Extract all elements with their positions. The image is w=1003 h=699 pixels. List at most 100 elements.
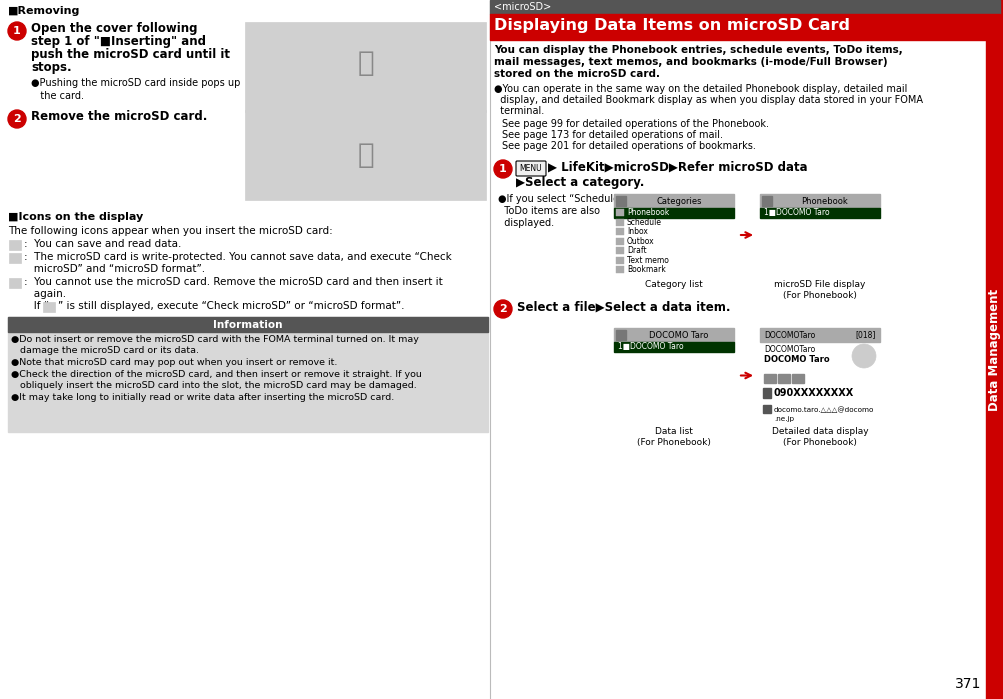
FancyBboxPatch shape	[516, 161, 546, 176]
Bar	[763, 374, 775, 383]
Text: microSD File display
(For Phonebook): microSD File display (For Phonebook)	[773, 280, 865, 300]
Text: Bookmark: Bookmark	[627, 265, 665, 274]
Text: [018]: [018]	[855, 331, 876, 340]
Text: Displaying Data Items on microSD Card: Displaying Data Items on microSD Card	[493, 18, 850, 33]
Text: ●Check the direction of the microSD card, and then insert or remove it straight.: ●Check the direction of the microSD card…	[11, 370, 421, 379]
Text: ●You can operate in the same way on the detailed Phonebook display, detailed mai: ●You can operate in the same way on the …	[493, 84, 907, 94]
Bar	[762, 388, 770, 398]
Bar	[616, 247, 624, 254]
Bar	[614, 208, 733, 217]
Circle shape	[8, 110, 26, 128]
Bar	[762, 405, 770, 413]
Text: DOCOMOTaro: DOCOMOTaro	[763, 345, 814, 354]
Bar	[614, 194, 733, 276]
Text: Phonebook: Phonebook	[800, 196, 848, 206]
Bar	[616, 257, 624, 264]
Text: ToDo items are also: ToDo items are also	[497, 206, 600, 216]
Text: microSD” and “microSD format”.: microSD” and “microSD format”.	[24, 264, 205, 274]
Text: See page 173 for detailed operations of mail.: See page 173 for detailed operations of …	[502, 130, 722, 140]
Text: 1■DOCOMO Taro: 1■DOCOMO Taro	[763, 208, 828, 217]
Bar	[985, 0, 1003, 699]
Text: Phonebook: Phonebook	[627, 208, 669, 217]
Text: Open the cover following: Open the cover following	[31, 22, 198, 35]
Circle shape	[8, 22, 26, 40]
Bar	[759, 328, 879, 342]
Bar	[489, 0, 999, 14]
Text: step 1 of "■Inserting" and: step 1 of "■Inserting" and	[31, 35, 206, 48]
Text: DOCOMO Taro: DOCOMO Taro	[763, 355, 828, 364]
Text: 2: 2	[498, 304, 507, 314]
Bar	[616, 238, 624, 245]
Text: :  You can save and read data.: : You can save and read data.	[24, 239, 182, 249]
Bar	[761, 386, 878, 400]
Text: ▶ LifeKit▶microSD▶Refer microSD data: ▶ LifeKit▶microSD▶Refer microSD data	[548, 161, 806, 174]
Text: ●If you select “Schedule”,: ●If you select “Schedule”,	[497, 194, 627, 204]
Text: docomo.taro.△△△@docomo: docomo.taro.△△△@docomo	[773, 406, 874, 412]
Bar	[616, 228, 624, 235]
Text: again.: again.	[24, 289, 66, 299]
Circle shape	[493, 160, 512, 178]
Text: See page 201 for detailed operations of bookmarks.: See page 201 for detailed operations of …	[502, 141, 755, 151]
Text: ■Removing: ■Removing	[8, 6, 80, 16]
Bar	[759, 194, 879, 276]
Text: Category list: Category list	[645, 280, 702, 289]
Text: 1: 1	[498, 164, 507, 174]
Text: 371: 371	[954, 677, 980, 691]
Text: Data Management: Data Management	[988, 289, 1001, 410]
Bar	[777, 374, 789, 383]
Bar	[8, 317, 487, 432]
Text: DOCOMOTaro: DOCOMOTaro	[763, 331, 814, 340]
Text: You can display the Phonebook entries, schedule events, ToDo items,: You can display the Phonebook entries, s…	[493, 45, 902, 55]
Bar	[791, 374, 803, 383]
Text: stops.: stops.	[31, 61, 71, 74]
Bar	[761, 196, 771, 206]
Text: 📱: 📱	[357, 141, 373, 169]
Bar	[614, 328, 733, 423]
Bar	[245, 22, 485, 112]
Text: 2: 2	[13, 114, 21, 124]
Bar	[759, 208, 879, 217]
Text: MENU: MENU	[520, 164, 542, 173]
Text: See page 99 for detailed operations of the Phonebook.: See page 99 for detailed operations of t…	[502, 119, 768, 129]
Text: 1■DOCOMO Taro: 1■DOCOMO Taro	[618, 343, 683, 352]
Bar	[43, 302, 55, 312]
Bar	[614, 194, 733, 208]
Text: 090XXXXXXXX: 090XXXXXXXX	[773, 388, 854, 398]
Bar	[9, 253, 21, 263]
Text: Categories: Categories	[656, 196, 701, 206]
Bar	[614, 328, 733, 342]
Text: <microSD>: <microSD>	[493, 2, 551, 12]
Text: damage the microSD card or its data.: damage the microSD card or its data.	[11, 346, 199, 355]
Text: Schedule: Schedule	[627, 218, 661, 226]
Text: ▶Select a category.: ▶Select a category.	[516, 176, 644, 189]
Bar	[9, 240, 21, 250]
Text: ●It may take long to initially read or write data after inserting the microSD ca: ●It may take long to initially read or w…	[11, 393, 394, 402]
Text: displayed.: displayed.	[497, 218, 554, 228]
Bar	[616, 330, 626, 340]
Text: ●Note that microSD card may pop out when you insert or remove it.: ●Note that microSD card may pop out when…	[11, 358, 337, 367]
Text: Detailed data display
(For Phonebook): Detailed data display (For Phonebook)	[771, 427, 868, 447]
Text: If “: If “	[24, 301, 49, 311]
Bar	[759, 194, 879, 208]
Text: Inbox: Inbox	[627, 227, 647, 236]
Text: Data list
(For Phonebook): Data list (For Phonebook)	[637, 427, 710, 447]
Text: Information: Information	[213, 319, 283, 329]
Bar	[616, 219, 624, 226]
Text: Outbox: Outbox	[627, 237, 654, 246]
Text: ” is still displayed, execute “Check microSD” or “microSD format”.: ” is still displayed, execute “Check mic…	[58, 301, 404, 311]
Text: Remove the microSD card.: Remove the microSD card.	[31, 110, 208, 123]
Text: DOCOMO Taro: DOCOMO Taro	[649, 331, 708, 340]
Bar	[616, 266, 624, 273]
Text: Text memo: Text memo	[627, 256, 668, 265]
Text: stored on the microSD card.: stored on the microSD card.	[493, 69, 659, 79]
Bar	[614, 342, 733, 352]
Text: :  The microSD card is write-protected. You cannot save data, and execute “Check: : The microSD card is write-protected. Y…	[24, 252, 451, 262]
Text: push the microSD card until it: push the microSD card until it	[31, 48, 230, 61]
Bar	[616, 209, 624, 216]
Text: Select a file▶Select a data item.: Select a file▶Select a data item.	[517, 301, 730, 314]
Text: :  You cannot use the microSD card. Remove the microSD card and then insert it: : You cannot use the microSD card. Remov…	[24, 277, 442, 287]
Text: ●Pushing the microSD card inside pops up
   the card.: ●Pushing the microSD card inside pops up…	[31, 78, 240, 101]
Text: 📱: 📱	[357, 48, 373, 76]
Bar	[489, 14, 999, 40]
Bar	[759, 328, 879, 423]
